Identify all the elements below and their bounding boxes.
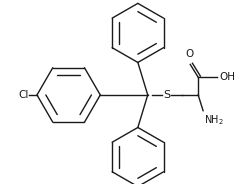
Text: O: O (185, 48, 193, 58)
Text: Cl: Cl (18, 90, 28, 100)
Text: NH$_2$: NH$_2$ (204, 114, 224, 127)
Text: S: S (163, 90, 170, 100)
Text: OH: OH (219, 72, 235, 82)
